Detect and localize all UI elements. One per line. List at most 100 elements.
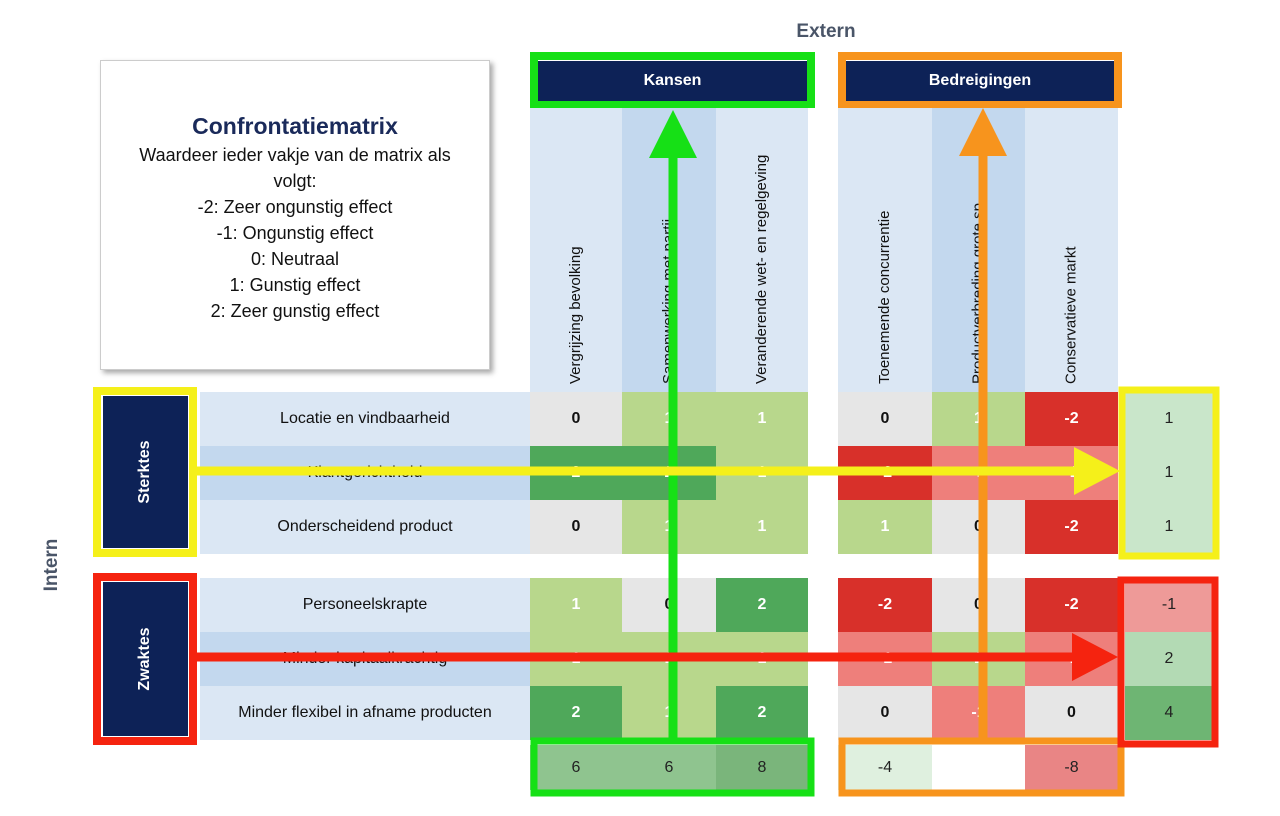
arrow-head [1072, 633, 1118, 681]
row-total: 1 [1165, 464, 1174, 481]
column-total-bg [530, 745, 622, 790]
group-header: Bedreigingen [929, 72, 1031, 89]
column-total-bg [716, 745, 808, 790]
arrow-head [649, 110, 697, 158]
cell-value: 1 [758, 650, 767, 667]
column-total: 6 [572, 759, 581, 776]
row-label-bg [200, 392, 530, 446]
column-header-bg [932, 108, 1025, 392]
cell-bg [716, 500, 808, 554]
group-header: Kansen [644, 72, 702, 89]
row-label-bg [200, 578, 530, 632]
cell-bg [1025, 500, 1118, 554]
group-header-bg [846, 61, 1114, 101]
total-frame [838, 737, 1125, 797]
cell-value: 2 [758, 704, 767, 721]
row-label: Onderscheidend product [277, 518, 453, 535]
cell-value: -1 [971, 704, 985, 721]
cell-value: -1 [1064, 464, 1078, 481]
cell-value: 1 [881, 518, 890, 535]
legend-box: Confrontatiematrix Waardeer ieder vakje … [100, 60, 490, 370]
row-total-bg [1125, 578, 1213, 632]
cell-value: 2 [572, 704, 581, 721]
cell-bg [530, 686, 622, 740]
arrow-head [959, 108, 1007, 156]
cell-value: 1 [974, 410, 983, 427]
cell-bg [932, 632, 1025, 686]
column-header: Productverbreding grote sp [969, 203, 986, 384]
cell-bg [622, 500, 716, 554]
cell-bg [622, 632, 716, 686]
cell-bg [1025, 446, 1118, 500]
column-header: Vergrijzing bevolking [567, 246, 584, 384]
cell-bg [838, 578, 932, 632]
row-total-bg [1125, 632, 1213, 686]
group-frame [530, 52, 815, 108]
cell-value: 1 [974, 650, 983, 667]
cell-bg [932, 686, 1025, 740]
column-header-bg [530, 108, 622, 392]
cell-bg [838, 392, 932, 446]
cell-value: 0 [974, 596, 983, 613]
row-total-bg [1125, 392, 1213, 446]
cell-value: 1 [665, 410, 674, 427]
total-frame [530, 737, 815, 797]
row-total: 1 [1165, 518, 1174, 535]
cell-value: 1 [665, 704, 674, 721]
cell-value: 2 [665, 464, 674, 481]
row-label: Personeelskrapte [303, 596, 428, 613]
group-header: Sterktes [136, 440, 153, 503]
cell-bg [1025, 686, 1118, 740]
cell-value: 0 [974, 518, 983, 535]
group-frame [93, 387, 197, 557]
legend-line: 0: Neutraal [250, 249, 340, 269]
cell-value: 0 [881, 704, 890, 721]
total-frame [1117, 576, 1219, 748]
cell-value: 1 [572, 650, 581, 667]
cell-bg [622, 446, 716, 500]
cell-bg [932, 446, 1025, 500]
row-label-bg [200, 500, 530, 554]
row-total: -1 [1162, 596, 1176, 613]
cell-bg [1025, 632, 1118, 686]
cell-bg [1025, 578, 1118, 632]
column-total-bg [838, 745, 932, 790]
cell-bg [716, 632, 808, 686]
cell-bg [716, 578, 808, 632]
row-total: 4 [1165, 704, 1174, 721]
cell-value: 2 [572, 464, 581, 481]
row-total-bg [1125, 686, 1213, 740]
column-header-bg [622, 108, 716, 392]
cell-bg [530, 446, 622, 500]
cell-value: 1 [758, 518, 767, 535]
row-label-bg [200, 446, 530, 500]
cell-bg [716, 686, 808, 740]
cell-value: 0 [572, 518, 581, 535]
cell-bg [838, 686, 932, 740]
cell-bg [530, 392, 622, 446]
cell-value: 1 [572, 596, 581, 613]
legend-line: -1: Ongunstig effect [216, 223, 374, 243]
cell-bg [530, 632, 622, 686]
row-total-bg [1125, 446, 1213, 500]
legend-line: 2: Zeer gunstig effect [210, 301, 380, 321]
cell-bg [716, 392, 808, 446]
cell-value: -1 [1064, 650, 1078, 667]
cell-bg [838, 500, 932, 554]
column-total: 8 [758, 759, 767, 776]
group-frame [838, 52, 1122, 108]
cell-bg [932, 392, 1025, 446]
cell-value: -2 [878, 464, 892, 481]
column-total: -4 [878, 759, 892, 776]
cell-value: 0 [572, 410, 581, 427]
cell-bg [530, 578, 622, 632]
cell-value: 0 [881, 410, 890, 427]
row-label-bg [200, 632, 530, 686]
cell-bg [716, 446, 808, 500]
column-total-bg [932, 745, 1025, 790]
column-total: 6 [665, 759, 674, 776]
intern-label: Intern [41, 539, 62, 592]
legend-line: -2: Zeer ongunstig effect [197, 197, 393, 217]
cell-value: 2 [758, 596, 767, 613]
